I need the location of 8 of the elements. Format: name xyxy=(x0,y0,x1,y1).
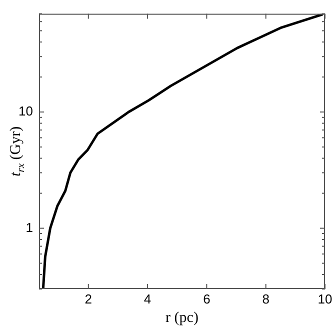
y-tick-label: 1 xyxy=(26,220,33,235)
x-tick-label: 10 xyxy=(318,291,332,306)
x-tick-label: 6 xyxy=(203,291,210,306)
x-tick-label: 4 xyxy=(144,291,152,306)
x-axis-title: r (pc) xyxy=(166,310,198,326)
x-tick-label: 8 xyxy=(262,291,270,306)
x-tick-label: 2 xyxy=(84,291,92,306)
y-axis-title: trx (Gyr) xyxy=(8,126,27,176)
